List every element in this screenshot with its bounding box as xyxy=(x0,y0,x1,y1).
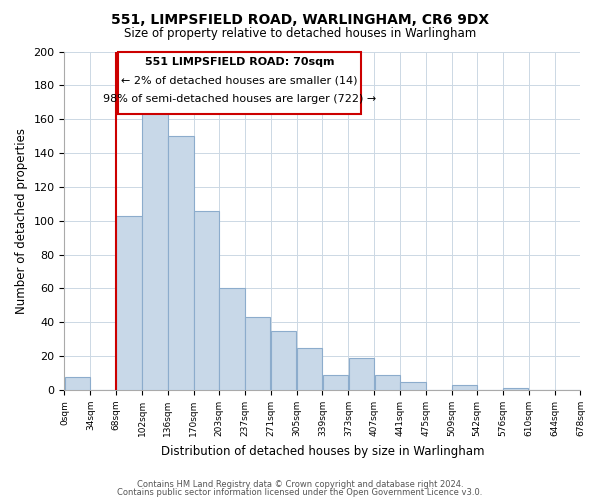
Text: ← 2% of detached houses are smaller (14): ← 2% of detached houses are smaller (14) xyxy=(121,75,358,85)
Bar xyxy=(168,136,194,390)
Bar xyxy=(219,288,245,390)
Bar xyxy=(271,331,296,390)
Bar xyxy=(297,348,322,390)
FancyBboxPatch shape xyxy=(118,52,361,114)
Text: 98% of semi-detached houses are larger (722) →: 98% of semi-detached houses are larger (… xyxy=(103,94,376,104)
Text: Contains HM Land Registry data © Crown copyright and database right 2024.: Contains HM Land Registry data © Crown c… xyxy=(137,480,463,489)
Text: Size of property relative to detached houses in Warlingham: Size of property relative to detached ho… xyxy=(124,28,476,40)
Text: 551, LIMPSFIELD ROAD, WARLINGHAM, CR6 9DX: 551, LIMPSFIELD ROAD, WARLINGHAM, CR6 9D… xyxy=(111,12,489,26)
Bar xyxy=(503,388,529,390)
Bar xyxy=(116,216,142,390)
Bar xyxy=(349,358,374,390)
Bar xyxy=(452,385,476,390)
X-axis label: Distribution of detached houses by size in Warlingham: Distribution of detached houses by size … xyxy=(161,444,484,458)
Bar xyxy=(323,375,348,390)
Bar xyxy=(65,376,90,390)
Text: 551 LIMPSFIELD ROAD: 70sqm: 551 LIMPSFIELD ROAD: 70sqm xyxy=(145,56,334,66)
Y-axis label: Number of detached properties: Number of detached properties xyxy=(15,128,28,314)
Bar xyxy=(194,210,218,390)
Bar xyxy=(400,382,425,390)
Bar xyxy=(374,375,400,390)
Text: Contains public sector information licensed under the Open Government Licence v3: Contains public sector information licen… xyxy=(118,488,482,497)
Bar xyxy=(142,109,167,390)
Bar xyxy=(245,318,271,390)
